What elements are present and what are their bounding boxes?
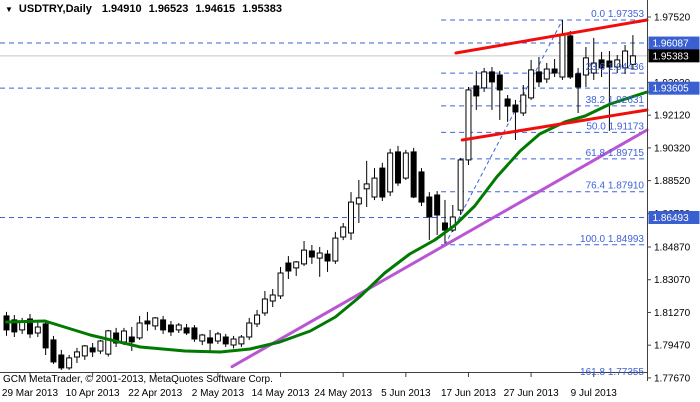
y-axis-labels: 1.975201.957201.939201.921201.903201.885… [647, 13, 691, 384]
x-axis-date-label: 5 Jun 2013 [381, 388, 431, 399]
candlesticks [3, 20, 636, 370]
y-axis-tick-label: 1.97520 [654, 13, 691, 24]
y-axis-tick-label: 1.88520 [654, 176, 691, 187]
price-badge-label: 1.95383 [653, 51, 690, 62]
price-badge-label: 1.96087 [653, 39, 690, 50]
price-lines [0, 42, 647, 218]
fib-level-label: 38.2 1.92631 [586, 95, 645, 106]
fibonacci-labels: 0.0 1.97353 23.6 1.94436 38.2 1.92631 50.0 … [580, 9, 644, 378]
y-axis-tick-label: 1.92120 [654, 111, 691, 122]
fib-level-label: 50.0 1.91173 [586, 121, 644, 132]
moving-average-line [5, 90, 649, 354]
channel-lower-line [460, 108, 649, 142]
y-axis-tick-label: 1.90320 [654, 143, 691, 154]
line-price-badge [648, 81, 700, 95]
x-axis-date-label: 17 Jun 2013 [441, 388, 496, 399]
y-axis-tick-label: 1.77670 [654, 373, 691, 384]
fib-level-label: 61.8 1.89715 [586, 148, 645, 159]
line-price-badge [648, 210, 700, 224]
support-trendline [230, 128, 649, 369]
copyright-text: GCM MetaTrader, © 2001-2013, MetaQuotes … [3, 374, 273, 385]
y-axis-tick-label: 1.81270 [654, 308, 691, 319]
price-badge-label: 1.86493 [653, 213, 690, 224]
x-axis-date-label: 29 Mar 2013 [2, 388, 59, 399]
x-axis-labels: 29 Mar 2013 10 Apr 2013 22 Apr 2013 2 May 2… [2, 372, 618, 399]
fib-level-label: 0.0 1.97353 [591, 9, 644, 20]
x-axis-date-label: 2 May 2013 [192, 388, 245, 399]
x-axis-date-label: 9 Jul 2013 [571, 388, 618, 399]
ohlc-low-value: 1.94615 [195, 3, 236, 15]
ohlc-open-value: 1.94910 [101, 3, 142, 15]
fib-level-label: 161.8 1.77355 [580, 367, 644, 378]
x-axis-date-label: 24 May 2013 [314, 388, 372, 399]
y-axis-tick-label: 1.83070 [654, 275, 691, 286]
price-badge-label: 1.93605 [653, 84, 690, 95]
fib-level-label: 23.6 1.94436 [586, 62, 645, 73]
x-axis-date-label: 22 Apr 2013 [128, 388, 182, 399]
y-axis-tick-label: 1.79470 [654, 341, 691, 352]
y-axis-tick-label: 1.84870 [654, 243, 691, 254]
ohlc-close-value: 1.95383 [242, 3, 282, 15]
x-axis-date-label: 10 Apr 2013 [66, 388, 120, 399]
x-axis-date-label: 27 Jun 2013 [504, 388, 559, 399]
ohlc-high-value: 1.96523 [148, 3, 189, 15]
symbol-timeframe-label: USDTRY,Daily [18, 3, 92, 15]
channel-upper-line [454, 18, 649, 55]
chart-axes [0, 0, 648, 381]
fib-level-label: 100.0 1.84993 [580, 234, 644, 245]
line-price-badge [648, 36, 700, 50]
chart-title: ▼ USDTRY,Daily 1.94910 1.96523 1.94615 1… [5, 3, 289, 15]
symbol-dropdown-icon[interactable]: ▼ [5, 4, 13, 14]
x-axis-date-label: 14 May 2013 [252, 388, 310, 399]
fib-level-label: 76.4 1.87910 [586, 181, 645, 192]
bid-price-badge [648, 49, 700, 63]
